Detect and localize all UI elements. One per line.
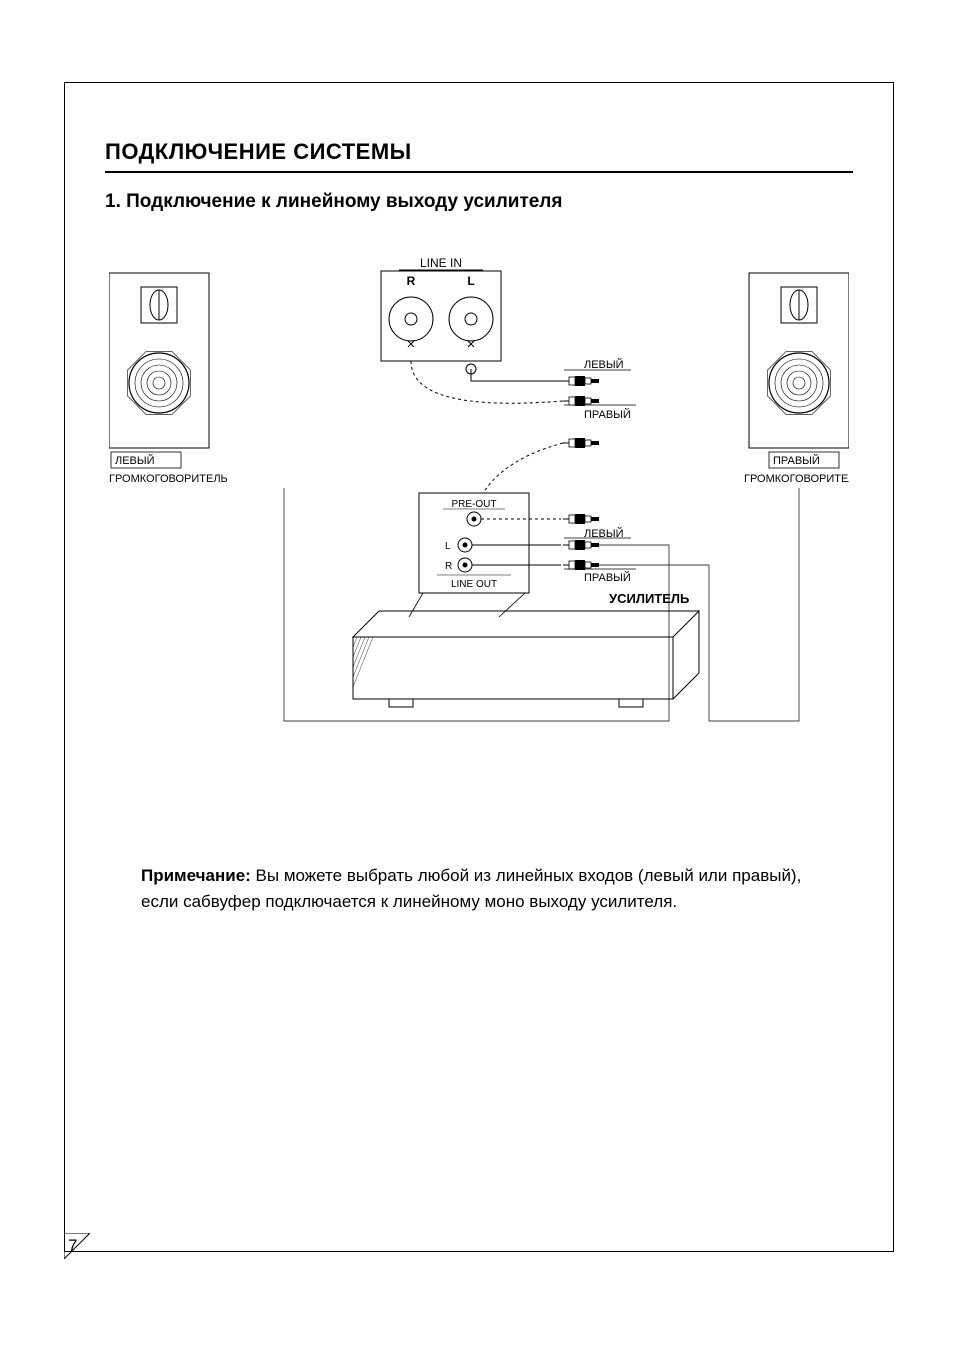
content-frame: ПОДКЛЮЧЕНИЕ СИСТЕМЫ 1. Подключение к лин… [64,82,894,1252]
svg-text:ПРАВЫЙ: ПРАВЫЙ [584,571,631,584]
horizontal-rule [105,171,853,173]
svg-text:ГРОМКОГОВОРИТЕЛЬ: ГРОМКОГОВОРИТЕЛЬ [109,473,228,485]
svg-text:LINE IN: LINE IN [420,256,462,270]
section-title: ПОДКЛЮЧЕНИЕ СИСТЕМЫ [105,139,853,165]
svg-text:LINE OUT: LINE OUT [451,579,497,590]
note-paragraph: Примечание: Вы можете выбрать любой из л… [105,863,853,916]
sub-title: 1. Подключение к линейному выходу усилит… [105,191,853,213]
svg-text:R: R [407,274,416,288]
page-number: 7 [68,1236,77,1256]
svg-text:ЛЕВЫЙ: ЛЕВЫЙ [584,358,624,371]
svg-text:ПРАВЫЙ: ПРАВЫЙ [584,408,631,421]
svg-text:PRE-OUT: PRE-OUT [452,499,497,510]
page: ПОДКЛЮЧЕНИЕ СИСТЕМЫ 1. Подключение к лин… [0,0,954,1354]
svg-text:R: R [445,561,452,572]
svg-text:УСИЛИТЕЛЬ: УСИЛИТЕЛЬ [609,591,689,606]
connection-diagram: ЛЕВЫЙ ГРОМКОГОВОРИТЕЛЬ ПРАВЫЙ ГРОМКОГОВОРИТ… [109,253,849,723]
svg-text:L: L [467,274,474,288]
svg-text:ЛЕВЫЙ: ЛЕВЫЙ [115,454,155,467]
svg-text:L: L [445,541,451,552]
svg-text:ПРАВЫЙ: ПРАВЫЙ [773,454,820,467]
page-number-marker: 7 [64,1233,90,1259]
note-label: Примечание: [141,866,251,885]
svg-text:ГРОМКОГОВОРИТЕЛЬ: ГРОМКОГОВОРИТЕЛЬ [744,473,849,485]
diagram-container: ЛЕВЫЙ ГРОМКОГОВОРИТЕЛЬ ПРАВЫЙ ГРОМКОГОВОРИТ… [105,253,853,723]
